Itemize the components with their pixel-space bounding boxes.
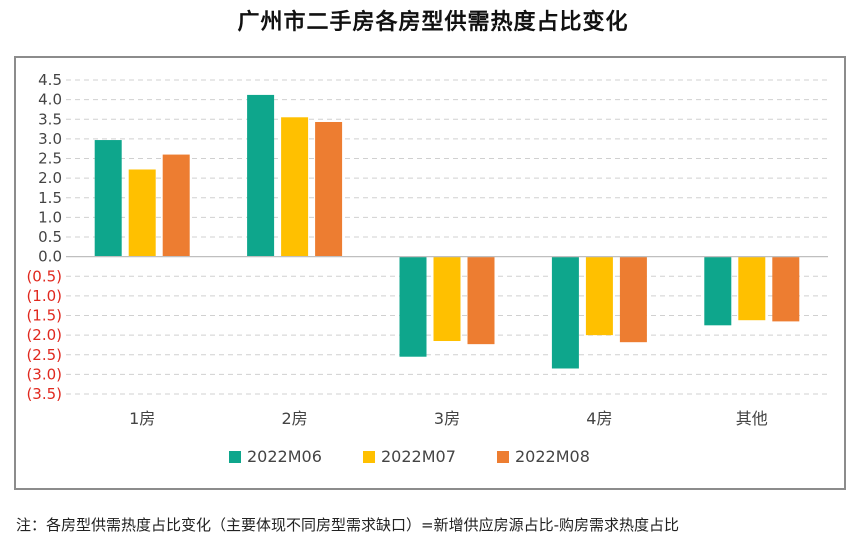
- legend-label: 2022M06: [247, 447, 322, 466]
- x-tick-label: 4房: [586, 409, 612, 428]
- y-tick-label: (2.0): [26, 326, 62, 344]
- y-tick-label: 2.5: [38, 150, 62, 168]
- bar: [738, 256, 766, 321]
- y-tick-label: 3.5: [38, 110, 62, 128]
- legend-label: 2022M08: [515, 447, 590, 466]
- footnote: 注：各房型供需热度占比变化（主要体现不同房型需求缺口）=新增供应房源占比-购房需…: [16, 516, 679, 534]
- x-tick-label: 1房: [129, 409, 155, 428]
- chart-frame: 4.5 4.0 3.5 3.0 2.5 2.0 1.5 1.0 0.5 0.0 (0.5) (1.0)…: [14, 56, 846, 490]
- bar: [94, 140, 122, 257]
- bar: [162, 154, 190, 257]
- y-tick-label: (1.0): [26, 287, 62, 305]
- y-tick-label: (3.0): [26, 365, 62, 383]
- bar: [467, 256, 495, 345]
- bar: [585, 256, 613, 336]
- bar: [247, 94, 275, 257]
- y-tick-label: 1.0: [38, 208, 62, 226]
- chart-title: 广州市二手房各房型供需热度占比变化: [237, 10, 629, 35]
- y-tick-label: (2.5): [26, 346, 62, 364]
- y-tick-label: 2.0: [38, 169, 62, 187]
- bar: [433, 256, 461, 342]
- bar: [315, 121, 343, 257]
- legend-label: 2022M07: [381, 447, 456, 466]
- bar: [281, 117, 309, 257]
- bar: [128, 169, 156, 257]
- y-tick-label: (3.5): [26, 385, 62, 403]
- legend-swatch: [497, 451, 509, 463]
- bar: [772, 256, 800, 322]
- y-tick-label: 1.5: [38, 189, 62, 207]
- y-tick-label: 4.0: [38, 91, 62, 109]
- bar: [399, 256, 427, 357]
- y-tick-label: 0.0: [38, 248, 62, 266]
- x-tick-label: 2房: [282, 409, 308, 428]
- bar-chart: 4.5 4.03.5 3.0 2.52.0 1.51.0 0.5 0.0(0.5) (1.0)…: [26, 71, 828, 466]
- bar: [551, 256, 579, 369]
- y-tick-label: (1.5): [26, 307, 62, 325]
- y-tick-label: (0.5): [26, 267, 62, 285]
- legend-swatch: [229, 451, 241, 463]
- bar: [704, 256, 732, 326]
- y-tick-label: 4.5: [38, 71, 62, 89]
- y-tick-label: 3.0: [38, 130, 62, 148]
- x-tick-label: 3房: [434, 409, 460, 428]
- y-tick-label: 0.5: [38, 228, 62, 246]
- legend-swatch: [363, 451, 375, 463]
- bar: [619, 256, 647, 343]
- x-tick-label: 其他: [736, 409, 768, 428]
